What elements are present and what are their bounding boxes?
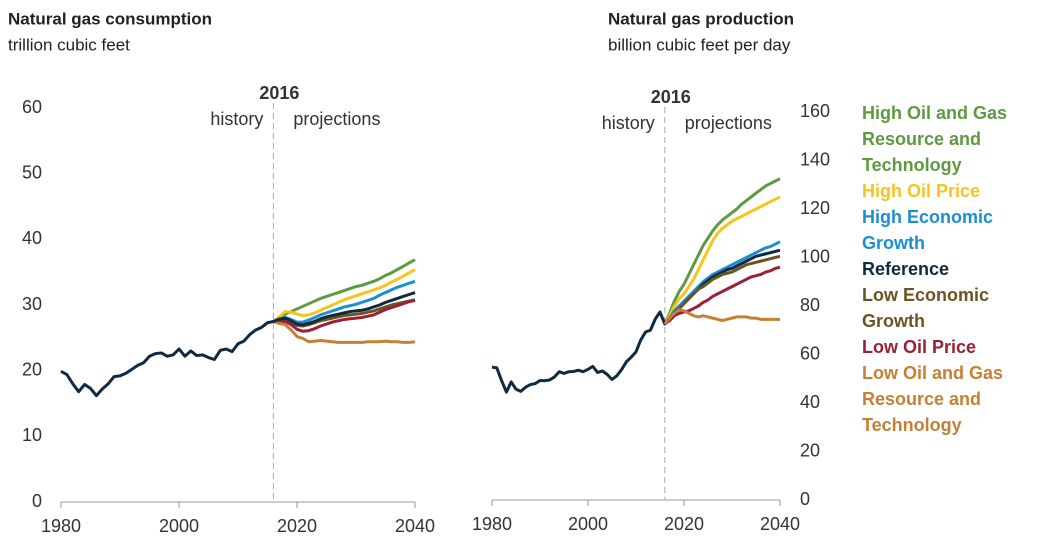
annotation: projections [685,113,772,133]
y-tick-label: 0 [800,489,810,509]
series-line [663,308,780,325]
series-line: High Economic Growth [272,279,416,324]
x-tick-label: 2020 [664,514,704,534]
series-line [663,240,781,325]
divider-label: 2016 [259,83,299,103]
series-line [663,177,781,325]
annotation: history [210,109,263,129]
series-line: High Oil Price [272,268,416,323]
annotation: projections [293,109,380,129]
y-tick-label: 50 [22,162,42,182]
x-tick-label: 2020 [277,516,317,536]
annotation: history [602,113,655,133]
y-tick-label: 40 [800,392,820,412]
y-tick-label: 140 [800,149,830,169]
y-tick-label: 20 [22,359,42,379]
legend: High Oil and Gas Resource and Technology… [862,100,1027,438]
series-line [663,254,781,325]
legend-entry: Low Oil Price [862,337,977,357]
divider-label: 2016 [651,87,691,107]
legend-entry: Low Economic Growth [862,285,990,331]
chart-title: Natural gas production [608,9,794,28]
y-tick-label: 60 [800,343,820,363]
series-line: Low Oil Price [273,298,416,333]
chart-subtitle: billion cubic feet per day [608,35,791,54]
y-tick-label: 100 [800,246,830,266]
y-tick-label: 10 [22,425,42,445]
x-tick-label: 2000 [568,514,608,534]
y-tick-label: 40 [22,228,42,248]
series-line: Low Oil and Gas Resource and Technology [272,319,416,344]
legend-entry: Reference [862,259,950,279]
x-tick-label: 2000 [159,516,199,536]
series-line [663,195,781,325]
chart-subtitle: trillion cubic feet [8,35,130,54]
x-tick-label: 1980 [41,516,81,536]
x-tick-label: 2040 [395,516,435,536]
series-line: Reference [60,291,416,398]
x-tick-label: 2040 [760,514,800,534]
y-tick-label: 60 [22,97,42,117]
series-line [491,248,781,394]
y-tick-label: 80 [800,295,820,315]
legend-entry: Low Oil and Gas Resource and Technology [862,363,1004,435]
y-tick-label: 120 [800,198,830,218]
legend-entry: High Oil Price [862,181,981,201]
y-tick-label: 30 [22,294,42,314]
y-tick-label: 20 [800,440,820,460]
chart-title: Natural gas consumption [8,9,212,28]
legend-entry: High Economic Growth [862,207,994,253]
series-line: High Oil and Gas Resource and Technology [272,258,416,323]
x-tick-label: 1980 [472,514,512,534]
y-tick-label: 160 [800,101,830,121]
y-tick-label: 0 [32,491,42,511]
legend-entry: High Oil and Gas Resource and Technology [862,103,1008,175]
